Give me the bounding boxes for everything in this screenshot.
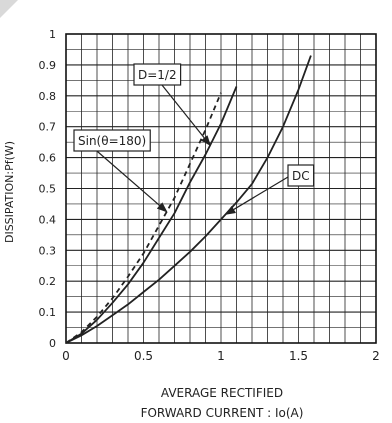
x-tick-label: 0.5 — [134, 349, 153, 363]
plot-frame — [65, 33, 377, 344]
x-tick-label: 2 — [372, 349, 380, 363]
axes — [65, 33, 377, 344]
annotation-1: D=1/2 — [133, 63, 211, 147]
y-tick-label: 1 — [49, 28, 56, 41]
y-tick-label: 0.9 — [39, 59, 57, 72]
annotation-box — [287, 164, 315, 187]
x-axis-label-line1: AVERAGE RECTIFIED — [161, 386, 283, 400]
y-tick-label: 0.1 — [39, 306, 57, 319]
x-axis-label-line2: FORWARD CURRENT : Io(A) — [141, 406, 304, 420]
y-tick-label: 0.7 — [39, 121, 57, 134]
annotation-arrow — [161, 84, 211, 147]
annotation-box — [73, 129, 151, 152]
annotations: D=1/2 Sin(θ=180) DC — [73, 63, 315, 215]
annotation-arrow — [96, 150, 168, 213]
annotation-arrow — [224, 176, 289, 215]
tick-labels: 0 0.5 1 1.5 2 0 0.1 0.2 0.3 0.4 0.5 0.6 0.7 0.8 0.9 1 — [39, 28, 380, 363]
annotation-label: D=1/2 — [138, 68, 177, 82]
y-tick-label: 0.2 — [39, 275, 57, 288]
corner-fold-decoration — [0, 0, 18, 18]
y-tick-label: 0.8 — [39, 90, 57, 103]
y-axis-label: DISSIPATION:Pf(W) — [3, 141, 16, 243]
series-lines — [65, 55, 312, 344]
annotation-box — [133, 63, 182, 86]
annotation-label: DC — [292, 169, 310, 183]
y-tick-label: 0 — [49, 337, 56, 350]
y-tick-label: 0.5 — [39, 183, 57, 196]
y-tick-label: 0.3 — [39, 244, 57, 257]
series-line-1 — [65, 86, 238, 344]
y-tick-label: 0.4 — [39, 213, 57, 226]
annotation-2: Sin(θ=180) — [73, 129, 168, 213]
x-tick-label: 1 — [217, 349, 225, 363]
annotation-label: Sin(θ=180) — [78, 134, 146, 148]
y-tick-label: 0.6 — [39, 152, 57, 165]
annotation-3: DC — [224, 164, 315, 215]
series-line-3 — [65, 55, 312, 344]
series-line-2 — [65, 92, 222, 344]
x-tick-label: 1.5 — [289, 349, 308, 363]
x-tick-label: 0 — [62, 349, 70, 363]
grid — [66, 34, 376, 343]
